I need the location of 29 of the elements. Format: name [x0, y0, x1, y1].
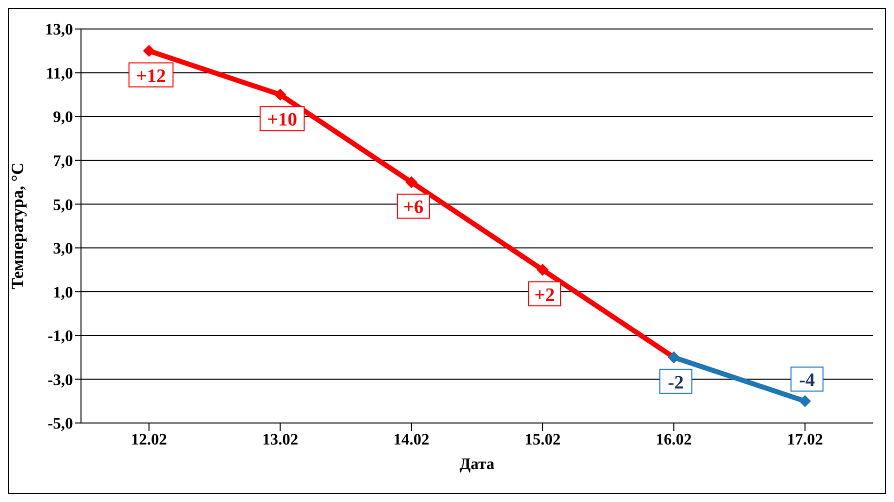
x-tick-label: 15.02 — [524, 431, 561, 448]
point — [536, 264, 549, 276]
y-tick-label: 1,0 — [53, 284, 73, 302]
point — [405, 176, 418, 188]
point — [274, 88, 286, 101]
data-label: -2 — [668, 372, 684, 394]
y-tick-label: 7,0 — [53, 153, 73, 170]
data-label: +12 — [136, 66, 166, 87]
y-tick-label: -3,0 — [48, 372, 73, 389]
y-tick-label: -1,0 — [48, 328, 73, 346]
x-tick-label: 16.02 — [656, 431, 692, 448]
data-label: +6 — [403, 197, 424, 218]
x-tick-label: 14.02 — [393, 431, 430, 448]
point — [143, 44, 155, 57]
y-tick-label: 3,0 — [53, 240, 73, 258]
data-label: -4 — [799, 370, 816, 392]
data-label: +2 — [534, 284, 555, 306]
data-label: +10 — [267, 110, 298, 131]
y-tick-label: 11,0 — [46, 65, 73, 82]
y-axis-title: Температура, °С — [8, 162, 28, 290]
y-tick-label: 5,0 — [53, 196, 73, 214]
point — [799, 395, 811, 408]
y-tick-label: 13,0 — [45, 22, 73, 39]
x-tick-label: 17.02 — [787, 431, 823, 448]
x-tick-label: 12.02 — [131, 431, 167, 448]
x-axis-title: Дата — [460, 456, 494, 473]
y-tick-label: -5,0 — [48, 416, 73, 433]
x-tick-label: 13.02 — [262, 431, 298, 448]
y-tick-label: 9,0 — [53, 109, 73, 126]
